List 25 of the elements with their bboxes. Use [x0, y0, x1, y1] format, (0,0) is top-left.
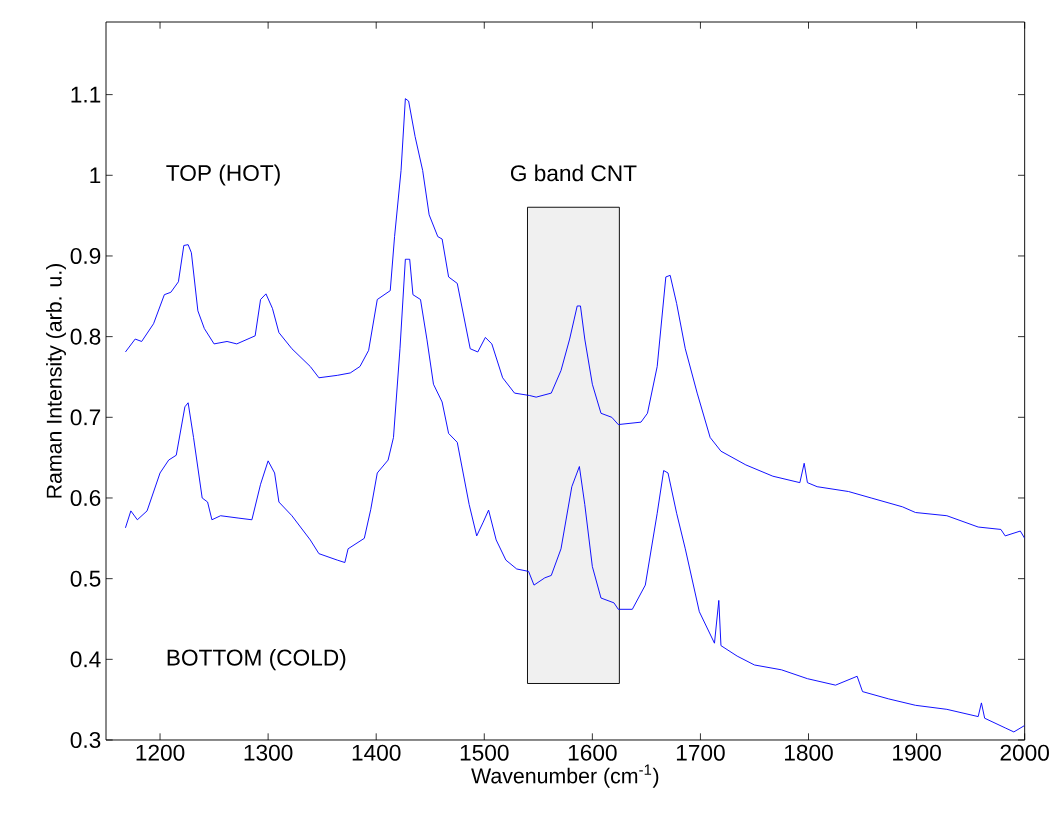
y-tick-label: 0.7 — [70, 409, 101, 426]
x-axis-title: Wavenumber (cm$^{-1}$) — [471, 764, 659, 788]
y-axis-title: Raman Intensity (arb. u.) — [46, 264, 66, 498]
x-tick-label: 1500 — [460, 744, 509, 761]
annotation: BOTTOM (COLD) — [167, 649, 346, 671]
x-tick-label: 1800 — [785, 744, 833, 761]
band-label: G band CNT — [510, 164, 637, 182]
y-tick-label: 0.4 — [70, 651, 101, 668]
x-tick-label: 2000 — [1000, 744, 1049, 761]
x-tick-label: 1900 — [893, 744, 941, 761]
y-tick-label: 0.6 — [70, 489, 101, 507]
y-tick-label: 0.8 — [70, 328, 101, 345]
line-series — [124, 98, 1025, 539]
x-tick-label: 1300 — [244, 744, 293, 761]
x-tick-label: 1600 — [568, 744, 617, 761]
x-tick-label: 1400 — [352, 744, 401, 761]
x-tick-label: 1200 — [136, 744, 185, 761]
y-tick-label: 1.1 — [71, 86, 101, 103]
annotation: TOP (HOT) — [166, 164, 280, 186]
y-tick-label: 0.5 — [70, 570, 101, 587]
line-series — [124, 258, 1025, 733]
y-tick-label: 0.3 — [70, 731, 101, 749]
x-tick-label: 1700 — [676, 744, 725, 761]
y-tick-label: 0.9 — [70, 247, 101, 264]
y-tick-label: 1 — [90, 167, 101, 184]
